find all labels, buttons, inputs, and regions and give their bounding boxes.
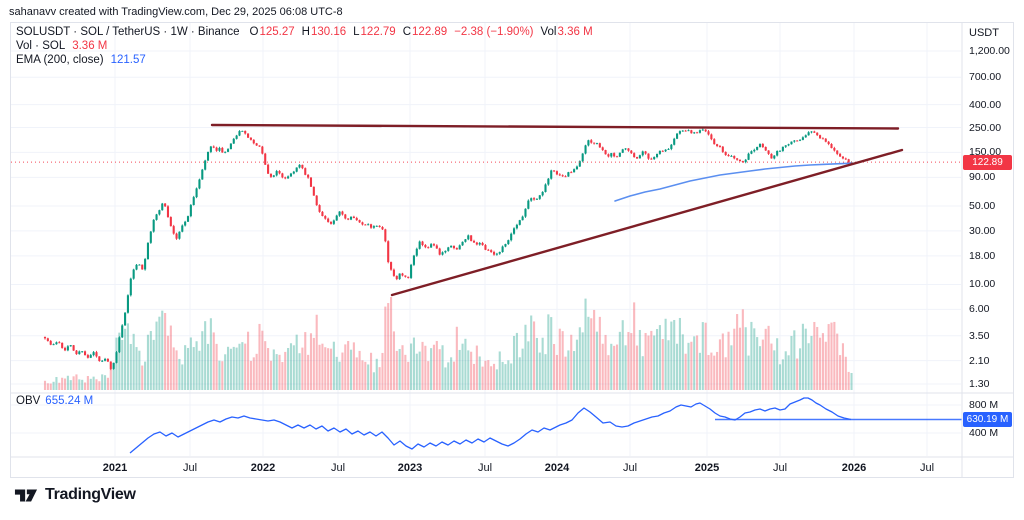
tradingview-logo-icon xyxy=(14,489,38,501)
price-tick-label: 10.00 xyxy=(969,278,996,291)
time-tick-label: Jul xyxy=(182,462,198,474)
change-value: −2.38 (−1.90%) xyxy=(454,26,534,38)
obv-tick-label: 400 M xyxy=(969,427,999,439)
low-group: L122.79 xyxy=(353,26,396,38)
obv-value-badge: 630.19 M xyxy=(963,412,1012,427)
ema-row-value: 121.57 xyxy=(110,54,146,66)
high-value: 130.16 xyxy=(310,26,347,38)
obv-tick-label: 800 M xyxy=(969,399,999,411)
price-tick-label: 6.00 xyxy=(969,303,990,316)
time-tick-label: Jul xyxy=(477,462,493,474)
time-tick-label: Jul xyxy=(330,462,346,474)
price-tick-label: 1.30 xyxy=(969,378,990,390)
open-group: O125.27 xyxy=(249,26,294,38)
open-label: O xyxy=(249,26,259,38)
volume-inline-group: Vol3.36 M xyxy=(541,26,593,38)
ema-indicator-title[interactable]: EMA (200, close) xyxy=(16,54,104,66)
low-value: 122.79 xyxy=(360,26,396,38)
volume-inline-value: 3.36 M xyxy=(557,26,593,38)
current-price-badge: 122.89 xyxy=(963,155,1012,170)
obv-indicator-title[interactable]: OBV xyxy=(16,395,41,407)
chart-legend: SOLUSDT · SOL / TetherUS · 1W · Binance O… xyxy=(16,26,600,68)
price-tick-label: 30.00 xyxy=(969,224,996,237)
price-tick-label: 250.00 xyxy=(969,121,1002,134)
time-tick-label: 2025 xyxy=(694,462,720,474)
price-tick-label: 50.00 xyxy=(969,200,996,212)
time-tick-label: Jul xyxy=(919,462,935,474)
time-tick-label: 2022 xyxy=(250,462,276,474)
symbol-legend-row[interactable]: SOLUSDT · SOL / TetherUS · 1W · Binance O… xyxy=(16,26,600,39)
time-tick-label: 2021 xyxy=(102,462,128,474)
price-tick-label: 700.00 xyxy=(969,71,1002,84)
price-tick-label: 2.10 xyxy=(969,354,990,367)
open-value: 125.27 xyxy=(259,26,295,38)
low-label: L xyxy=(353,26,360,38)
obv-legend-row[interactable]: OBV 655.24 M xyxy=(16,395,98,407)
tradingview-logo[interactable]: TradingView xyxy=(14,486,136,504)
ema-legend-row[interactable]: EMA (200, close) 121.57 xyxy=(16,54,600,67)
high-label: H xyxy=(301,26,310,38)
volume-legend-row[interactable]: Vol · SOL 3.36 M xyxy=(16,40,600,53)
time-tick-label: Jul xyxy=(622,462,638,474)
high-group: H130.16 xyxy=(302,26,347,38)
time-tick-label: 2024 xyxy=(544,462,570,474)
volume-row-value: 3.36 M xyxy=(72,40,108,52)
obv-row-value: 655.24 M xyxy=(45,395,94,407)
close-value: 122.89 xyxy=(412,26,448,38)
volume-indicator-title[interactable]: Vol · SOL xyxy=(16,40,66,52)
price-tick-label: 90.00 xyxy=(969,171,996,184)
symbol-title[interactable]: SOLUSDT · SOL / TetherUS · 1W · Binance xyxy=(16,26,240,38)
time-tick-label: 2026 xyxy=(841,462,867,474)
close-group: C122.89 xyxy=(403,26,448,38)
tradingview-wordmark: TradingView xyxy=(45,486,136,503)
price-tick-label: 1,200.00 xyxy=(969,45,1010,57)
currency-label[interactable]: USDT xyxy=(969,27,999,39)
attribution-text: sahanavv created with TradingView.com, D… xyxy=(9,6,343,18)
price-tick-label: 3.50 xyxy=(969,329,990,342)
time-tick-label: 2023 xyxy=(397,462,423,474)
close-label: C xyxy=(402,26,412,38)
price-tick-label: 18.00 xyxy=(969,249,996,262)
price-tick-label: 400.00 xyxy=(969,98,1002,111)
volume-inline-label: Vol xyxy=(540,26,557,38)
time-tick-label: Jul xyxy=(772,462,788,474)
